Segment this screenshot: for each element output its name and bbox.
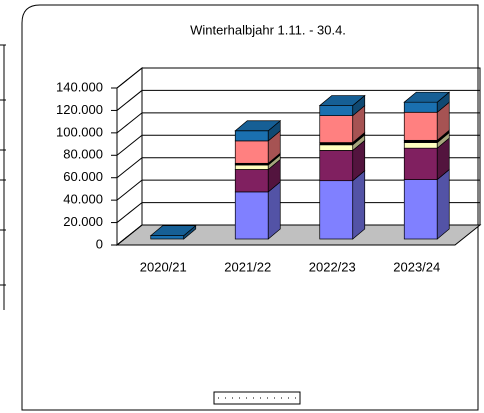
grid-line: [116, 224, 480, 246]
bar-front: [319, 105, 354, 116]
y-tick-label: 20.000: [63, 214, 103, 229]
bar-side-shade: [352, 95, 365, 116]
y-tick-label: 140.000: [56, 79, 103, 94]
bar-segment: [403, 101, 450, 142]
bar-side-shade: [437, 102, 450, 141]
bar-top-shade: [150, 225, 196, 236]
bar-segment: [403, 137, 450, 181]
grid-line: [116, 112, 480, 134]
bar-segment: [319, 134, 366, 152]
bar-front: [319, 144, 354, 151]
bar-front: [403, 111, 438, 141]
grid-line: [116, 202, 480, 223]
grid-line: [116, 157, 480, 179]
bar-top-shade: [404, 92, 450, 103]
bar-segment: [403, 91, 451, 114]
bar-front: [234, 140, 269, 164]
bar-segment: [234, 120, 282, 142]
bar-segment: [403, 168, 450, 240]
y-tick-label: 0: [96, 236, 103, 251]
bar-top: [403, 91, 451, 103]
bar-segment: [234, 130, 281, 165]
bar-side-shade: [268, 159, 281, 192]
bar-side-shade: [268, 120, 281, 141]
x-tick-label: 2022/23: [309, 259, 356, 274]
bar-front: [319, 150, 354, 182]
y-tick-label: 40.000: [63, 192, 103, 207]
bar-side-shade: [352, 105, 365, 143]
chart-title: Winterhalbjahr 1.11. - 30.4.: [190, 22, 346, 37]
y-tick-label: 100.000: [56, 124, 103, 139]
bar-top: [234, 120, 282, 132]
grid-line: [116, 89, 480, 111]
bar-front: [403, 101, 438, 113]
bar-top: [149, 225, 197, 236]
grid-line: [116, 134, 480, 156]
bar-side-shade: [352, 134, 365, 151]
bar-top-shade: [235, 120, 281, 131]
bar-top: [318, 95, 366, 106]
bar-side-shade: [352, 132, 365, 145]
bar-side-shade: [437, 169, 450, 239]
y-tick-label: 80.000: [63, 147, 103, 162]
bar-side-shade: [352, 170, 365, 239]
bar-side-shade: [437, 138, 450, 180]
bar-side-shade: [352, 140, 365, 181]
bar-front: [234, 164, 269, 170]
bar-segment: [234, 181, 281, 240]
left-edge-ticks: [0, 44, 6, 310]
bar-front: [234, 191, 269, 240]
legend: [213, 391, 301, 405]
bar-front: [234, 130, 269, 142]
bar-side-shade: [437, 130, 450, 143]
bar-side-shade: [268, 154, 281, 170]
bar-segment: [318, 94, 366, 117]
grid-line: [116, 67, 480, 89]
x-tick-label: 2020/21: [140, 259, 187, 274]
bar-front: [150, 235, 185, 240]
bar-front: [319, 115, 354, 143]
y-tick-label: 60.000: [63, 169, 103, 184]
bar-side-shade: [268, 130, 281, 164]
bar-front: [403, 147, 438, 180]
bar-side-shade: [183, 225, 196, 239]
grid-line: [116, 179, 480, 201]
bar-top-shade: [319, 95, 365, 106]
bar-segment: [149, 224, 197, 240]
y-tick-label: 120.000: [56, 102, 103, 117]
bar-front: [234, 169, 269, 193]
x-tick-label: 2023/24: [393, 259, 440, 274]
bar-side-shade: [437, 132, 450, 149]
bar-side-shade: [437, 92, 450, 113]
bar-front: [403, 142, 438, 149]
bar-side-shade: [268, 181, 281, 239]
bar-front: [403, 179, 438, 240]
bar-segment: [319, 169, 366, 240]
x-tick-label: 2021/22: [224, 259, 271, 274]
bar-segment: [319, 139, 366, 182]
bar-front: [319, 180, 354, 240]
bar-segment: [319, 104, 366, 144]
